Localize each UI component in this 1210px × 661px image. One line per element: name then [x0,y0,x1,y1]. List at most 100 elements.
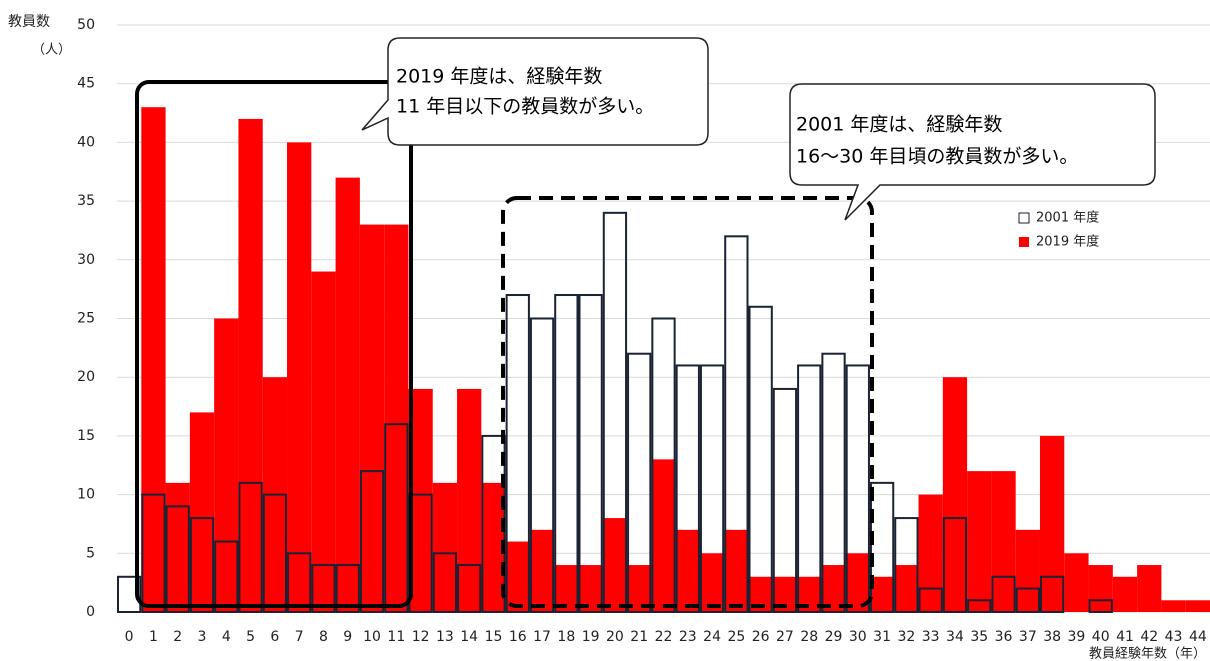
x-tick-label: 30 [849,629,867,645]
bar [942,517,968,614]
legend-swatch [1018,212,1030,224]
bar [748,305,773,613]
x-tick-label: 31 [873,629,891,645]
x-tick-label: 15 [485,629,503,645]
bar [457,388,482,612]
y-axis-label: 教員数 [8,14,50,30]
bar [311,564,336,613]
bar [262,493,288,614]
annotation: 2001 年度は、経験年数 [796,114,1002,136]
bar [894,517,919,614]
bar [894,565,919,612]
bar [1088,565,1113,612]
y-tick-label: 5 [86,545,95,561]
x-tick-label: 11 [387,629,405,645]
x-tick-label: 16 [509,629,527,645]
bar [238,481,263,613]
bar [359,224,385,612]
bar [214,540,239,613]
bar [1015,587,1040,614]
y-tick-label: 25 [77,311,95,327]
bar [602,211,628,613]
bar [287,552,312,613]
x-tick-label: 21 [630,629,648,645]
x-tick-label: 29 [825,629,843,645]
x-tick-label: 28 [800,629,818,645]
x-tick-label: 25 [727,629,745,645]
bar [1015,529,1040,612]
bar [238,118,263,613]
x-tick-label: 43 [1165,629,1183,645]
y-tick-label: 20 [77,369,95,385]
y-tick-label: 50 [77,17,95,33]
y-tick-label: 10 [77,487,95,503]
x-tick-label: 5 [246,629,255,645]
x-tick-label: 26 [752,629,770,645]
annotation: 16～30 年目頃の教員数が多い。 [796,146,1078,168]
bar [384,224,409,612]
bar [529,317,555,613]
bar [1161,600,1186,612]
y-tick-label: 45 [77,76,95,92]
bar [1088,599,1113,614]
x-tick-label: 10 [363,629,381,645]
bar [675,364,700,613]
bar [165,505,190,613]
bar [457,564,482,613]
x-axis-label: 教員経験年数（年） [1089,646,1206,661]
bar [942,377,968,612]
bar [505,541,530,612]
x-tick-label: 24 [703,629,721,645]
bar [724,235,749,613]
bar [1039,575,1065,614]
x-tick-label: 20 [606,629,624,645]
x-tick-label: 7 [295,629,304,645]
x-tick-label: 14 [460,629,478,645]
bar [967,599,992,614]
x-tick-label: 2 [173,629,182,645]
y-tick-label: 30 [77,252,95,268]
x-tick-label: 38 [1043,629,1061,645]
bar [141,107,166,613]
x-tick-label: 13 [436,629,454,645]
x-tick-label: 9 [343,629,352,645]
bar [359,470,385,613]
annotation: 2019 年度は、経験年数 [396,66,602,88]
bar [529,529,555,612]
x-tick-label: 3 [198,629,207,645]
bars [117,107,1210,614]
bar [1039,435,1065,612]
x-tick-label: 34 [946,629,964,645]
bar [651,459,676,612]
bar [432,552,458,613]
x-tick-label: 4 [222,629,231,645]
x-tick-label: 17 [533,629,551,645]
bar [384,423,409,613]
bar [991,471,1016,612]
x-tick-label: 22 [655,629,673,645]
bar [189,412,215,612]
bar [189,517,215,614]
y-tick-label: 35 [77,193,95,209]
y-tick-label: 0 [86,604,95,620]
bar [335,177,360,612]
bar [141,493,166,614]
bar [699,364,725,613]
x-tick-label: 40 [1092,629,1110,645]
bar [554,294,579,613]
bar [797,364,822,613]
bar [214,318,239,612]
bar [918,494,943,612]
bar [699,553,725,612]
highlight-box [135,80,413,608]
callout [789,83,1156,221]
bar [967,471,992,612]
x-tick-label: 27 [776,629,794,645]
x-tick-label: 36 [995,629,1013,645]
x-tick-label: 35 [970,629,988,645]
x-tick-label: 32 [897,629,915,645]
x-tick-label: 23 [679,629,697,645]
bar [675,529,700,612]
x-tick-label: 39 [1067,629,1085,645]
